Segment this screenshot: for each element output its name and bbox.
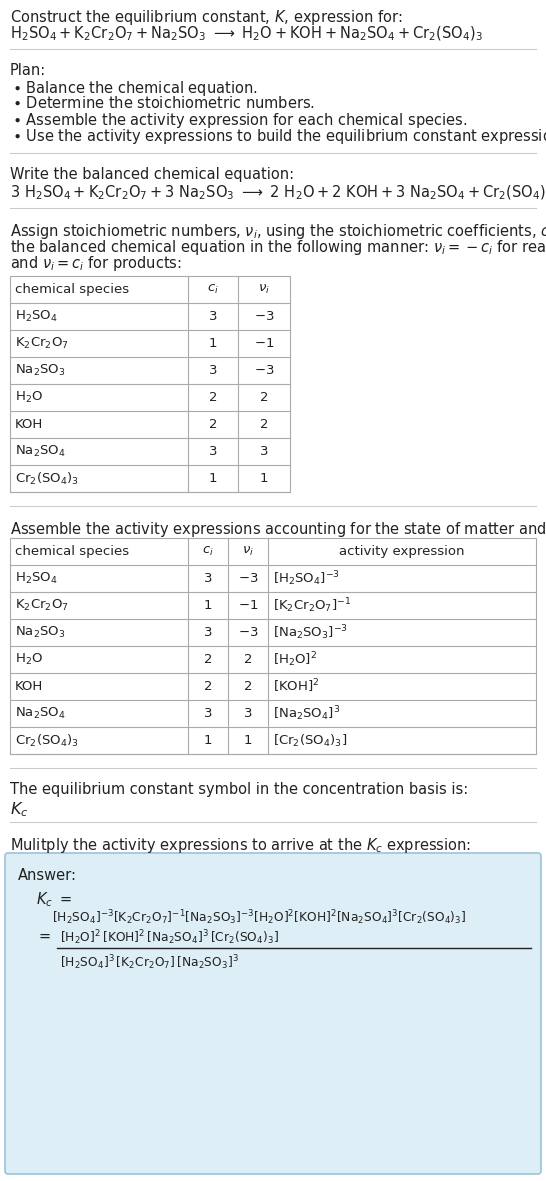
Text: Assign stoichiometric numbers, $\nu_i$, using the stoichiometric coefficients, $: Assign stoichiometric numbers, $\nu_i$, …	[10, 222, 546, 241]
Text: $\mathrm{Na_2SO_4}$: $\mathrm{Na_2SO_4}$	[15, 444, 66, 459]
Text: $\mathrm{Na_2SO_4}$: $\mathrm{Na_2SO_4}$	[15, 706, 66, 722]
Text: $-1$: $-1$	[254, 337, 274, 350]
Text: the balanced chemical equation in the following manner: $\nu_i = -c_i$ for react: the balanced chemical equation in the fo…	[10, 239, 546, 257]
Text: $K_c\ =$: $K_c\ =$	[36, 890, 72, 908]
Text: 3: 3	[204, 572, 212, 585]
Text: 3: 3	[209, 445, 217, 458]
Text: $-3$: $-3$	[254, 364, 274, 377]
Text: 1: 1	[204, 735, 212, 748]
Text: chemical species: chemical species	[15, 544, 129, 557]
Text: Plan:: Plan:	[10, 63, 46, 78]
Text: $\mathrm{Cr_2(SO_4)_3}$: $\mathrm{Cr_2(SO_4)_3}$	[15, 470, 79, 487]
Text: Write the balanced chemical equation:: Write the balanced chemical equation:	[10, 167, 294, 182]
Text: 3: 3	[209, 309, 217, 322]
Text: activity expression: activity expression	[339, 544, 465, 557]
Text: $[\mathrm{Na_2SO_4}]^{3}$: $[\mathrm{Na_2SO_4}]^{3}$	[273, 704, 340, 723]
Text: 2: 2	[260, 418, 268, 431]
Text: 2: 2	[204, 680, 212, 693]
Text: 3: 3	[244, 707, 252, 720]
Text: The equilibrium constant symbol in the concentration basis is:: The equilibrium constant symbol in the c…	[10, 782, 468, 797]
Text: $=$: $=$	[36, 928, 51, 942]
Text: 2: 2	[244, 680, 252, 693]
Text: 2: 2	[204, 653, 212, 666]
Text: $c_i$: $c_i$	[207, 283, 219, 296]
Text: $K_c$: $K_c$	[10, 800, 28, 818]
Text: $[\mathrm{H_2SO_4}]^{-3}$: $[\mathrm{H_2SO_4}]^{-3}$	[273, 569, 340, 588]
Text: and $\nu_i = c_i$ for products:: and $\nu_i = c_i$ for products:	[10, 254, 182, 273]
Text: $[\mathrm{H_2O}]^{2}\,[\mathrm{KOH}]^{2}\,[\mathrm{Na_2SO_4}]^{3}\,[\mathrm{Cr_2: $[\mathrm{H_2O}]^{2}\,[\mathrm{KOH}]^{2}…	[60, 928, 279, 947]
Text: $\mathrm{K_2Cr_2O_7}$: $\mathrm{K_2Cr_2O_7}$	[15, 335, 69, 351]
Text: KOH: KOH	[15, 418, 43, 431]
Text: $\bullet$ Assemble the activity expression for each chemical species.: $\bullet$ Assemble the activity expressi…	[12, 111, 467, 130]
Text: 2: 2	[260, 391, 268, 404]
Text: 1: 1	[260, 472, 268, 485]
Text: $-3$: $-3$	[238, 626, 258, 639]
Text: $[\mathrm{Na_2SO_3}]^{-3}$: $[\mathrm{Na_2SO_3}]^{-3}$	[273, 624, 348, 641]
Text: 3: 3	[260, 445, 268, 458]
Text: $\bullet$ Use the activity expressions to build the equilibrium constant express: $\bullet$ Use the activity expressions t…	[12, 128, 546, 146]
Text: $\mathrm{H_2O}$: $\mathrm{H_2O}$	[15, 652, 43, 667]
Text: 3: 3	[209, 364, 217, 377]
Text: $-3$: $-3$	[254, 309, 274, 322]
Text: chemical species: chemical species	[15, 283, 129, 296]
Text: 3: 3	[204, 626, 212, 639]
Text: $\mathrm{K_2Cr_2O_7}$: $\mathrm{K_2Cr_2O_7}$	[15, 598, 69, 613]
Text: 1: 1	[209, 337, 217, 350]
Text: $[\mathrm{K_2Cr_2O_7}]^{-1}$: $[\mathrm{K_2Cr_2O_7}]^{-1}$	[273, 596, 351, 615]
Text: $\mathrm{Na_2SO_3}$: $\mathrm{Na_2SO_3}$	[15, 625, 66, 640]
Text: Assemble the activity expressions accounting for the state of matter and $\nu_i$: Assemble the activity expressions accoun…	[10, 520, 546, 539]
Text: Construct the equilibrium constant, $K$, expression for:: Construct the equilibrium constant, $K$,…	[10, 8, 402, 27]
Text: $\nu_i$: $\nu_i$	[242, 544, 254, 559]
Text: $\mathrm{H_2O}$: $\mathrm{H_2O}$	[15, 390, 43, 405]
Text: Mulitply the activity expressions to arrive at the $K_c$ expression:: Mulitply the activity expressions to arr…	[10, 836, 471, 855]
Text: 1: 1	[244, 735, 252, 748]
Text: $\mathrm{H_2SO_4}$: $\mathrm{H_2SO_4}$	[15, 570, 58, 586]
Text: $\mathrm{Cr_2(SO_4)_3}$: $\mathrm{Cr_2(SO_4)_3}$	[15, 732, 79, 749]
Text: $[\mathrm{KOH}]^{2}$: $[\mathrm{KOH}]^{2}$	[273, 678, 319, 696]
Text: $-3$: $-3$	[238, 572, 258, 585]
Text: $3\ \mathrm{H_2SO_4} + \mathrm{K_2Cr_2O_7} + 3\ \mathrm{Na_2SO_3}\ \longrightarr: $3\ \mathrm{H_2SO_4} + \mathrm{K_2Cr_2O_…	[10, 184, 546, 202]
Text: 1: 1	[209, 472, 217, 485]
Text: KOH: KOH	[15, 680, 43, 693]
Text: Answer:: Answer:	[18, 868, 77, 883]
Text: $\mathrm{Na_2SO_3}$: $\mathrm{Na_2SO_3}$	[15, 363, 66, 378]
Text: $[\mathrm{H_2SO_4}]^{3}\,[\mathrm{K_2Cr_2O_7}]\,[\mathrm{Na_2SO_3}]^{3}$: $[\mathrm{H_2SO_4}]^{3}\,[\mathrm{K_2Cr_…	[60, 953, 239, 972]
Text: 3: 3	[204, 707, 212, 720]
Text: $\bullet$ Determine the stoichiometric numbers.: $\bullet$ Determine the stoichiometric n…	[12, 94, 315, 111]
Text: $c_i$: $c_i$	[202, 544, 214, 559]
Text: $[\mathrm{H_2O}]^{2}$: $[\mathrm{H_2O}]^{2}$	[273, 651, 317, 668]
Text: $-1$: $-1$	[238, 599, 258, 612]
Bar	[10, 539, 536, 753]
Text: $\nu_i$: $\nu_i$	[258, 283, 270, 296]
Text: $\mathrm{H_2SO_4 + K_2Cr_2O_7 + Na_2SO_3\ \longrightarrow\ H_2O + KOH + Na_2SO_4: $\mathrm{H_2SO_4 + K_2Cr_2O_7 + Na_2SO_3…	[10, 25, 483, 44]
Bar	[10, 276, 290, 492]
Text: $\mathrm{H_2SO_4}$: $\mathrm{H_2SO_4}$	[15, 309, 58, 324]
Text: $[\mathrm{Cr_2(SO_4)_3}]$: $[\mathrm{Cr_2(SO_4)_3}]$	[273, 732, 347, 749]
Text: 1: 1	[204, 599, 212, 612]
Text: 2: 2	[209, 391, 217, 404]
FancyBboxPatch shape	[5, 853, 541, 1174]
Text: 2: 2	[209, 418, 217, 431]
Text: $\bullet$ Balance the chemical equation.: $\bullet$ Balance the chemical equation.	[12, 79, 257, 98]
Text: $[\mathrm{H_2SO_4}]^{-3}[\mathrm{K_2Cr_2O_7}]^{-1}[\mathrm{Na_2SO_3}]^{-3}[\math: $[\mathrm{H_2SO_4}]^{-3}[\mathrm{K_2Cr_2…	[52, 908, 466, 927]
Text: 2: 2	[244, 653, 252, 666]
